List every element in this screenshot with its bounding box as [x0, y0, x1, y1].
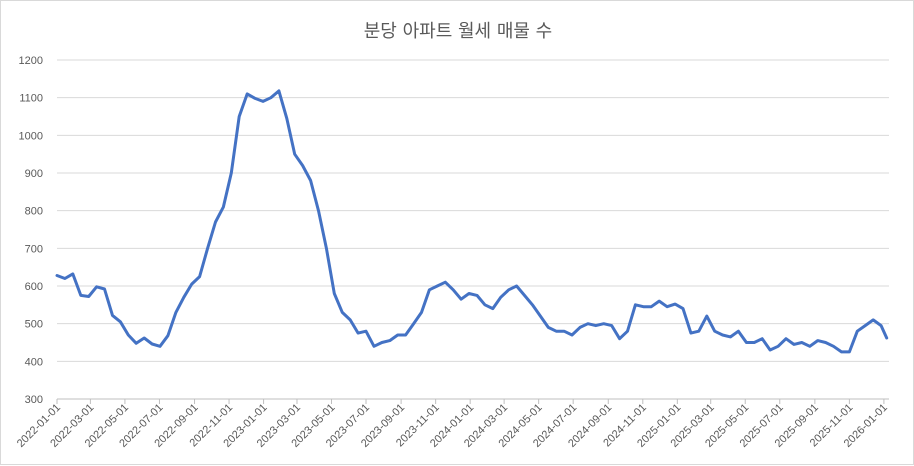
y-tick-label: 1200	[19, 55, 43, 67]
gridlines	[57, 59, 889, 362]
y-tick-label: 300	[25, 394, 43, 406]
y-tick-label: 800	[25, 206, 43, 218]
y-tick-label: 1100	[19, 93, 43, 105]
y-tick-label: 600	[25, 281, 43, 293]
y-tick-label: 400	[25, 356, 43, 368]
y-tick-label: 500	[25, 319, 43, 331]
x-axis	[56, 398, 889, 404]
series-layer	[55, 89, 889, 354]
x-axis-labels: 2022-01-012022-03-012022-05-012022-07-01…	[15, 402, 890, 450]
series-line	[55, 89, 889, 354]
y-axis: 300 400 500 600 700 800 900 1000 1100 1200	[19, 55, 43, 406]
y-tick-label: 900	[25, 168, 43, 180]
y-tick-label: 1000	[19, 130, 43, 142]
chart-title: 분당 아파트 월세 매물 수	[364, 21, 553, 42]
y-tick-label: 700	[25, 243, 43, 255]
